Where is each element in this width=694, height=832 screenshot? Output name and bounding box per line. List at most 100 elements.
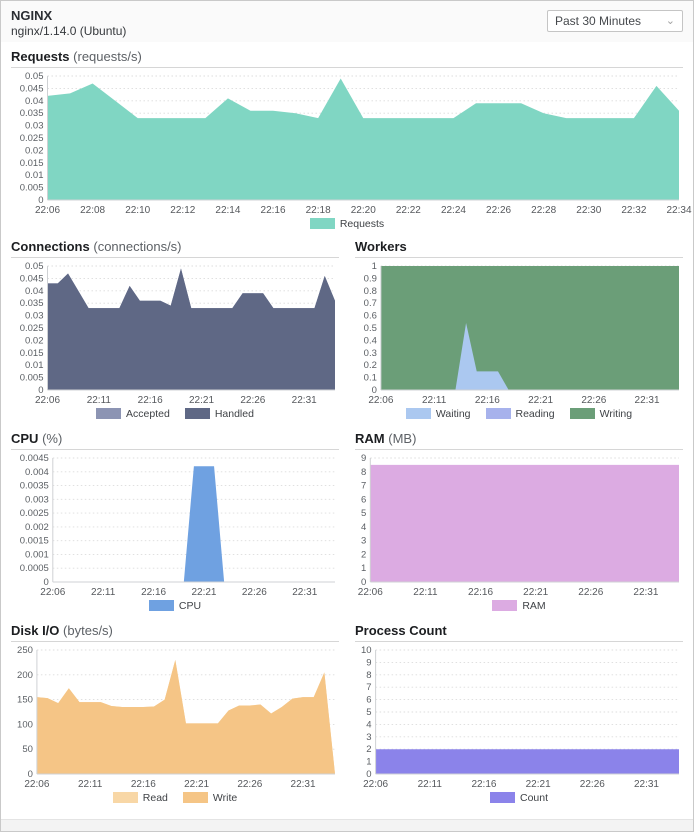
page-title: NGINX	[11, 8, 53, 23]
x-axis-tick-label: 22:26	[486, 205, 511, 216]
y-axis-tick-label: 0.5	[364, 323, 377, 334]
y-axis-tick-label: 0.025	[20, 323, 44, 334]
time-range-select[interactable]: Past 30 Minutes ⌄	[547, 10, 683, 32]
y-axis-tick-label: 0.05	[25, 71, 44, 82]
y-axis-tick-label: 0.025	[20, 133, 44, 144]
charts-row-4: Disk I/O (bytes/s) 0 50 100 150 200 250 22:06 2…	[11, 618, 683, 810]
y-axis-tick-label: 0.003	[25, 495, 49, 506]
x-axis-tick-label: 22:16	[131, 779, 156, 790]
y-axis-tick-label: 0.03	[25, 121, 44, 132]
y-axis-tick-label: 9	[366, 658, 371, 669]
chart-disk-io: Disk I/O (bytes/s) 0 50 100 150 200 250 22:06 2…	[11, 618, 339, 808]
charts-row-3: CPU (%) 0 0.0005 0.001 0.0015 0.002 0.0025 0.0…	[11, 426, 683, 618]
legend-label: Requests	[339, 217, 385, 230]
legend-entry-cpu: CPU	[148, 600, 201, 612]
y-axis-tick-label: 0.015	[20, 348, 44, 359]
y-axis-tick-label: 0	[38, 195, 43, 206]
y-axis-tick-label: 0.035	[20, 298, 44, 309]
y-axis-tick-label: 9	[361, 453, 366, 464]
legend-entry-ram: RAM	[492, 599, 546, 612]
y-axis-tick-label: 0.0045	[20, 453, 49, 464]
charts-row-2: Connections (connections/s) 0 0.005 0.01 0.…	[11, 234, 683, 426]
x-axis-tick-label: 22:11	[91, 587, 116, 598]
y-axis-tick-label: 100	[17, 720, 33, 731]
y-axis-tick-label: 10	[361, 645, 372, 656]
y-axis-tick-label: 4	[366, 720, 371, 731]
y-axis-tick-label: 5	[361, 508, 366, 519]
x-axis-tick-label: 22:11	[78, 779, 103, 790]
legend-entry-count: Count	[489, 792, 548, 804]
x-axis-tick-label: 22:21	[528, 395, 553, 406]
app-header: NGINX nginx/1.14.0 (Ubuntu) Past 30 Minu…	[1, 1, 693, 43]
y-axis-tick-label: 0.0015	[20, 536, 49, 547]
y-axis-tick-label: 2	[366, 744, 371, 755]
y-axis-tick-label: 7	[361, 481, 366, 492]
y-axis-tick-label: 0.3	[364, 348, 377, 359]
y-axis-tick-label: 0.02	[25, 336, 44, 347]
y-axis-tick-label: 50	[22, 744, 33, 755]
y-axis-tick-label: 1	[361, 563, 366, 574]
y-axis-tick-label: 0.01	[25, 360, 44, 371]
x-axis-tick-label: 22:21	[191, 587, 216, 598]
x-axis-tick-label: 22:16	[468, 587, 493, 598]
x-axis-tick-label: 22:21	[523, 587, 548, 598]
y-axis-tick-label: 0.0025	[20, 508, 49, 519]
x-axis-tick-label: 22:16	[475, 395, 500, 406]
y-axis-tick-label: 1	[372, 261, 377, 272]
chart-header: Connections (connections/s)	[11, 234, 339, 259]
chart-header: Disk I/O (bytes/s)	[11, 618, 339, 643]
y-axis-tick-label: 0.01	[25, 170, 44, 181]
x-axis-tick-label: 22:30	[576, 205, 601, 216]
x-axis-tick-label: 22:32	[621, 205, 646, 216]
x-axis-tick-label: 22:31	[291, 779, 316, 790]
chart-plot-disk-io: 0 50 100 150 200 250 22:06 22:11 22:16 22:21 22:26…	[11, 644, 339, 790]
legend-swatch	[182, 792, 208, 804]
chart-unit: (MB)	[388, 431, 417, 447]
legend-label: Accepted	[126, 407, 170, 420]
x-axis-tick-label: 22:06	[35, 205, 60, 216]
chart-unit: (%)	[42, 431, 63, 447]
x-axis-tick-label: 22:20	[351, 205, 376, 216]
chart-unit: (bytes/s)	[63, 623, 113, 639]
legend-swatch	[184, 408, 210, 420]
x-axis-tick-label: 22:26	[237, 779, 262, 790]
chart-legend: Waiting Reading Writing	[355, 406, 683, 421]
x-axis-tick-label: 22:16	[141, 587, 166, 598]
x-axis-tick-label: 22:06	[368, 395, 393, 406]
y-axis-tick-label: 0.004	[25, 467, 49, 478]
chart-plot-connections: 0 0.005 0.01 0.015 0.02 0.025 0.03 0.035 0.04 0.0…	[11, 260, 339, 406]
x-axis-tick-label: 22:31	[634, 779, 659, 790]
chart-process-count: Process Count 0 1 2 3 4 5 6 7 8 9 10 22:06 22:11 22:1…	[355, 618, 683, 808]
chart-header: RAM (MB)	[355, 426, 683, 451]
series-area-requests	[47, 78, 679, 201]
header-titles: NGINX nginx/1.14.0 (Ubuntu)	[11, 8, 126, 39]
chart-title: Disk I/O	[11, 623, 60, 639]
legend-swatch	[148, 600, 174, 612]
y-axis-tick-label: 0.9	[364, 274, 377, 285]
chart-title: RAM	[355, 431, 385, 447]
legend-label: RAM	[522, 599, 546, 612]
y-axis-tick-label: 0.02	[25, 146, 44, 157]
x-axis-tick-label: 22:22	[396, 205, 421, 216]
chart-plot-cpu: 0 0.0005 0.001 0.0015 0.002 0.0025 0.003 0.0035…	[11, 452, 339, 598]
chart-legend: RAM	[355, 598, 683, 613]
legend-label: Reading	[515, 407, 555, 420]
legend-swatch	[96, 408, 122, 420]
chart-requests: Requests (requests/s) 0 0.005 0.01 0.015 0.0…	[11, 44, 692, 231]
x-axis-tick-label: 22:21	[184, 779, 209, 790]
legend-entry-reading: Reading	[485, 407, 555, 420]
chart-legend: Requests	[11, 216, 683, 231]
chart-header: Process Count	[355, 618, 683, 643]
legend-entry-accepted: Accepted	[96, 408, 170, 420]
y-axis-tick-label: 3	[366, 732, 371, 743]
chart-workers: Workers 0 0.1 0.2 0.3 0.4 0.5 0.6 0.7 0.8 0.9 1 22:…	[355, 234, 683, 424]
y-axis-tick-label: 0.8	[364, 286, 377, 297]
x-axis-tick-label: 22:26	[240, 395, 265, 406]
y-axis-tick-label: 7	[366, 682, 371, 693]
y-axis-tick-label: 0.005	[20, 373, 44, 384]
legend-entry-waiting: Waiting	[405, 408, 471, 420]
charts-grid: Requests (requests/s) 0 0.005 0.01 0.015 0.0…	[1, 42, 693, 819]
y-axis-tick-label: 0	[361, 577, 366, 588]
x-axis-tick-label: 22:08	[80, 205, 105, 216]
y-axis-tick-label: 0.7	[364, 298, 377, 309]
